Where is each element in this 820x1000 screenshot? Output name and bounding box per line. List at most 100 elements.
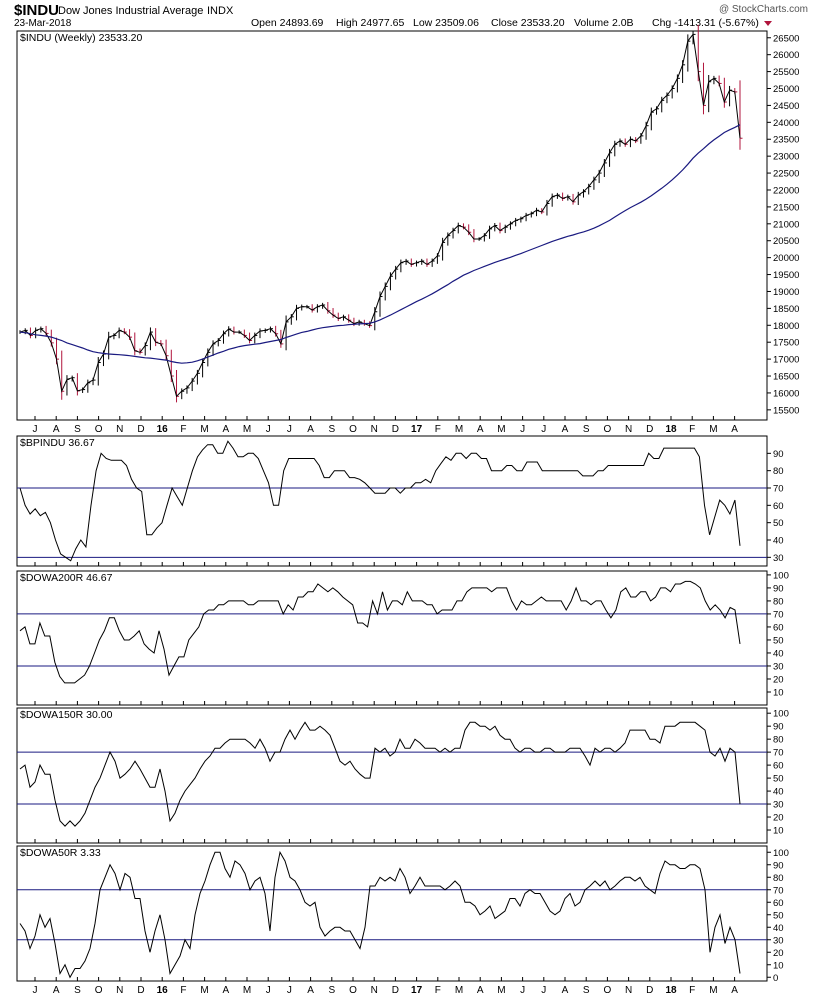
- x-tick-label: A: [53, 424, 60, 435]
- high-value: High 24977.65: [336, 17, 404, 29]
- y-tick-label: 60: [773, 622, 784, 633]
- y-tick-label: 10: [773, 960, 784, 971]
- x-tick-label: O: [349, 424, 357, 435]
- x-tick-label: S: [583, 985, 590, 996]
- header: $INDU Dow Jones Industrial Average INDX …: [14, 2, 808, 29]
- y-tick-label: 25000: [773, 84, 799, 95]
- panel-label: $INDU (Weekly) 23533.20: [20, 32, 143, 44]
- x-tick-label: M: [497, 424, 505, 435]
- x-tick-label: A: [562, 424, 569, 435]
- y-tick-label: 100: [773, 709, 789, 720]
- x-tick-label: S: [74, 424, 81, 435]
- y-tick-label: 90: [773, 449, 784, 460]
- y-tick-label: 100: [773, 570, 789, 581]
- x-tick-label: D: [646, 424, 653, 435]
- panel-frame: [16, 845, 768, 982]
- x-tick-label: M: [243, 985, 251, 996]
- x-tick-label: F: [180, 985, 186, 996]
- y-tick-label: 70: [773, 748, 784, 759]
- y-tick-label: 20: [773, 948, 784, 959]
- indicator-line: [19, 580, 741, 684]
- x-tick-label: S: [583, 424, 590, 435]
- x-tick-label: F: [435, 985, 441, 996]
- y-tick-label: 17000: [773, 355, 799, 366]
- y-tick-label: 30: [773, 553, 784, 564]
- y-tick-label: 21500: [773, 202, 799, 213]
- y-tick-label: 20: [773, 674, 784, 685]
- x-tick-label: J: [266, 985, 271, 996]
- y-tick-label: 0: [773, 973, 778, 984]
- y-tick-label: 22000: [773, 185, 799, 196]
- y-tick-label: 50: [773, 635, 784, 646]
- indicator-line: [19, 440, 741, 562]
- x-tick-label: N: [371, 985, 378, 996]
- panel-2: 30 40 50 60 70 80 90 $BPINDU 36.67: [16, 435, 784, 567]
- y-tick-label: 50: [773, 910, 784, 921]
- x-tick-label: N: [371, 424, 378, 435]
- security-name: Dow Jones Industrial Average: [58, 5, 203, 17]
- y-tick-label: 90: [773, 583, 784, 594]
- x-tick-label: N: [116, 424, 123, 435]
- x-tick-label: O: [604, 985, 612, 996]
- y-tick-label: 24000: [773, 118, 799, 129]
- panel-label: $DOWA200R 46.67: [20, 572, 113, 584]
- x-tick-label: D: [646, 985, 653, 996]
- panel-label: $DOWA50R 3.33: [20, 847, 101, 859]
- x-tick-label: S: [328, 985, 335, 996]
- x-tick-label: F: [689, 985, 695, 996]
- y-tick-label: 100: [773, 848, 789, 859]
- x-tick-label: O: [95, 985, 103, 996]
- change-value: Chg -1413.31 (-5.67%): [652, 17, 759, 29]
- panel-3: 10 20 30 40 50 60 70 80 90 100 $DOWA200R 46.67: [16, 570, 789, 706]
- y-tick-label: 18500: [773, 304, 799, 315]
- x-tick-label: J: [266, 424, 271, 435]
- panel-1: 15500 16000 16500 17000 17500 18000 18500 19000…: [16, 24, 799, 435]
- y-tick-label: 19500: [773, 270, 799, 281]
- x-tick-label: D: [137, 424, 144, 435]
- x-tick-label: A: [562, 985, 569, 996]
- panel-frame: [16, 570, 768, 706]
- open-value: Open 24893.69: [251, 17, 324, 29]
- x-tick-label: O: [95, 424, 103, 435]
- x-tick-label: D: [392, 424, 399, 435]
- y-tick-label: 10: [773, 687, 784, 698]
- x-tick-label: A: [222, 424, 229, 435]
- panel-frame: [16, 435, 768, 567]
- y-tick-label: 40: [773, 648, 784, 659]
- y-tick-label: 90: [773, 860, 784, 871]
- y-tick-label: 23000: [773, 152, 799, 163]
- down-arrow-icon: [764, 21, 772, 26]
- x-tick-label: O: [349, 985, 357, 996]
- y-tick-label: 40: [773, 536, 784, 547]
- x-tick-label: M: [455, 424, 463, 435]
- x-tick-label: M: [497, 985, 505, 996]
- x-tick-label: 17: [411, 424, 423, 435]
- y-tick-label: 20500: [773, 236, 799, 247]
- y-tick-label: 26000: [773, 50, 799, 61]
- x-tick-label: 18: [665, 985, 677, 996]
- y-tick-label: 90: [773, 722, 784, 733]
- x-tick-label: M: [455, 985, 463, 996]
- x-tick-label: F: [180, 424, 186, 435]
- x-tick-label: N: [625, 424, 632, 435]
- y-tick-label: 21000: [773, 219, 799, 230]
- x-tick-label: 16: [157, 985, 169, 996]
- y-tick-label: 30: [773, 661, 784, 672]
- low-value: Low 23509.06: [413, 17, 479, 29]
- y-tick-label: 80: [773, 596, 784, 607]
- x-tick-label: F: [435, 424, 441, 435]
- x-tick-label: 17: [411, 985, 423, 996]
- moving-average-line: [19, 124, 741, 364]
- y-tick-label: 23500: [773, 135, 799, 146]
- y-tick-label: 22500: [773, 169, 799, 180]
- x-tick-label: M: [709, 985, 717, 996]
- y-tick-label: 50: [773, 518, 784, 529]
- x-tick-label: J: [520, 985, 525, 996]
- x-tick-label: M: [200, 424, 208, 435]
- y-tick-label: 30: [773, 800, 784, 811]
- x-tick-label: A: [307, 424, 314, 435]
- x-tick-label: J: [541, 985, 546, 996]
- x-tick-label: A: [731, 424, 738, 435]
